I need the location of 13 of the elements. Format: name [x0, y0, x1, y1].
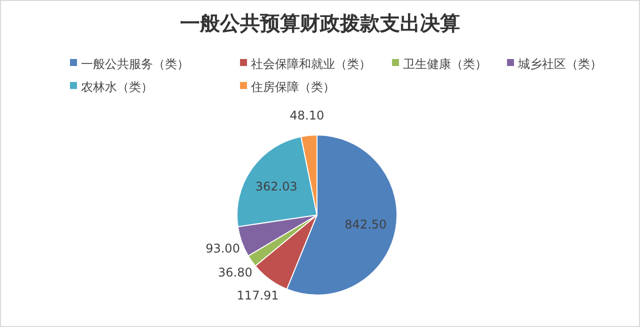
- data-label: 117.91: [236, 288, 279, 303]
- chart-title: 一般公共预算财政拨款支出决算: [180, 13, 460, 35]
- data-label: 93.00: [206, 241, 240, 256]
- data-label: 362.03: [255, 180, 298, 194]
- legend-label: 农林水（类）: [81, 80, 153, 94]
- data-label: 36.80: [218, 266, 252, 280]
- legend-label: 住房保障（类）: [250, 80, 335, 94]
- legend-label: 社会保障和就业（类）: [251, 57, 371, 71]
- legend-label: 一般公共服务（类）: [81, 57, 189, 71]
- legend-label: 卫生健康（类）: [403, 57, 487, 71]
- data-label: 842.50: [344, 218, 387, 232]
- legend-label: 城乡社区（类）: [517, 57, 602, 71]
- data-label: 48.10: [290, 108, 324, 123]
